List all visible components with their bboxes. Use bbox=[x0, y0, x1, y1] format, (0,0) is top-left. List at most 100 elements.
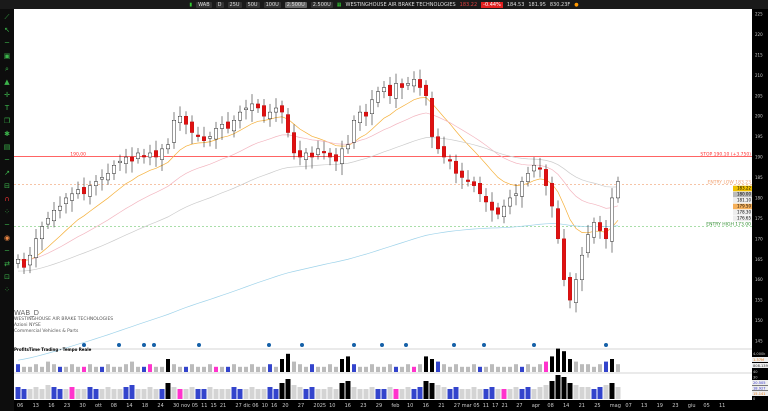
volume-bar bbox=[106, 364, 110, 372]
oscillator-bar bbox=[21, 389, 27, 399]
arrow-icon[interactable]: ↗ bbox=[4, 169, 10, 177]
candle-body bbox=[568, 277, 573, 301]
volume-bar bbox=[346, 356, 350, 372]
candle bbox=[46, 211, 51, 230]
gear-icon[interactable]: ✱ bbox=[4, 130, 10, 138]
candle-body bbox=[280, 105, 285, 113]
volume-bar bbox=[100, 366, 104, 372]
size-button-0[interactable]: 25U bbox=[227, 1, 242, 8]
oscillator-bar bbox=[465, 389, 471, 399]
oscillator-bar bbox=[357, 389, 363, 399]
signal-marker bbox=[82, 343, 86, 347]
copy-icon[interactable]: ❐ bbox=[3, 117, 11, 125]
size-button-1[interactable]: 50U bbox=[245, 1, 260, 8]
candle bbox=[526, 166, 531, 187]
price-tick: 200 bbox=[755, 114, 763, 119]
trash-icon[interactable]: ▤ bbox=[3, 143, 11, 151]
candle bbox=[58, 196, 63, 219]
volume-bar bbox=[508, 366, 512, 372]
cursor-icon[interactable]: ↖ bbox=[4, 26, 10, 34]
candle-body bbox=[412, 79, 417, 87]
oscillator-bar bbox=[219, 389, 225, 399]
nodes-icon[interactable]: ⁘ bbox=[4, 208, 10, 216]
price-tick: 225 bbox=[755, 12, 763, 17]
candle bbox=[550, 176, 555, 218]
price-tick: 210 bbox=[755, 73, 763, 78]
line-icon[interactable]: ─ bbox=[4, 156, 10, 164]
time-axis[interactable]: 06 13 16 23 30 ott 08 14 18 24 30 nov 05 11 15 21 27 d… bbox=[14, 400, 768, 411]
volume-bar bbox=[274, 366, 278, 372]
candle-body bbox=[147, 152, 152, 158]
volume-bar bbox=[442, 364, 446, 372]
volume-bar bbox=[556, 348, 560, 372]
timeframe-select[interactable]: D bbox=[215, 1, 224, 8]
magnet-icon[interactable]: ∩ bbox=[4, 195, 10, 203]
date-label: 21 bbox=[438, 403, 445, 409]
date-label: 27 bbox=[297, 403, 305, 409]
low-value: 181.95 bbox=[528, 1, 546, 8]
oscillator-bar bbox=[531, 389, 537, 399]
date-label: 30 nov 05 bbox=[173, 403, 199, 409]
bell-icon[interactable]: ▲ bbox=[4, 78, 10, 86]
zoom-icon[interactable]: ⌕ bbox=[5, 65, 9, 73]
oscillator-bar bbox=[375, 389, 381, 399]
oscillator-bar bbox=[489, 387, 495, 399]
candle bbox=[93, 175, 98, 196]
palette-icon[interactable]: ◉ bbox=[3, 234, 11, 242]
candle-body bbox=[219, 124, 224, 129]
symbol-select[interactable]: WAB bbox=[196, 1, 212, 8]
oscillator-bar bbox=[183, 389, 189, 399]
oscillator-bar bbox=[363, 389, 369, 399]
candle-body bbox=[123, 156, 128, 164]
briefcase-icon[interactable]: ▣ bbox=[3, 52, 11, 60]
size-select[interactable]: 2.500U bbox=[310, 1, 333, 8]
arrows-icon[interactable]: ⇄ bbox=[4, 260, 10, 268]
volume-bar bbox=[136, 366, 140, 372]
date-label: 29 bbox=[375, 403, 383, 409]
text-icon[interactable]: T bbox=[4, 104, 10, 112]
oscillator-bar bbox=[201, 389, 207, 399]
line-icon[interactable]: ─ bbox=[4, 39, 10, 47]
signal-marker bbox=[152, 343, 156, 347]
price-axis[interactable]: 225 220 215 210 205 200 195 190 185 180 175 170 165 1… bbox=[752, 9, 768, 401]
volume-bar bbox=[76, 366, 80, 372]
candle-body bbox=[64, 197, 69, 204]
volume-bar bbox=[226, 366, 230, 372]
candle-body bbox=[376, 91, 381, 103]
signal-marker bbox=[267, 343, 271, 347]
nodes-icon[interactable]: ⁘ bbox=[4, 286, 10, 294]
line-icon[interactable]: ─ bbox=[4, 247, 10, 255]
volume-bar bbox=[430, 359, 434, 372]
date-label: 25 bbox=[594, 403, 601, 409]
date-label: 27 dic 06 bbox=[235, 403, 259, 409]
volume-bar bbox=[70, 364, 74, 372]
candle-body bbox=[346, 144, 351, 150]
candle-body bbox=[255, 103, 260, 109]
candle bbox=[502, 199, 507, 224]
price-chart[interactable]: 190,00 STOP 190.10 (+3.750) ENTRY LOW 183.… bbox=[14, 9, 752, 400]
volume-bar bbox=[532, 366, 536, 372]
candle bbox=[466, 170, 471, 187]
trend-line-icon[interactable]: ⟋ bbox=[4, 13, 10, 21]
volume-bar bbox=[616, 364, 620, 372]
size-button-3[interactable]: 2.500U bbox=[284, 1, 307, 8]
size-button-2[interactable]: 100U bbox=[263, 1, 281, 8]
layout-icon[interactable]: ▦ bbox=[336, 1, 342, 8]
volume-bar bbox=[562, 351, 566, 372]
candle bbox=[21, 252, 26, 274]
candle bbox=[532, 157, 537, 178]
ruler-icon[interactable]: ⊟ bbox=[4, 182, 10, 190]
oscillator-bar bbox=[189, 387, 195, 399]
volume-bar bbox=[16, 364, 20, 372]
status-dot-icon: ● bbox=[574, 1, 579, 8]
candle bbox=[580, 246, 585, 292]
measure-icon[interactable]: ⊡ bbox=[4, 273, 10, 281]
crosshair-icon[interactable]: ✛ bbox=[4, 91, 10, 99]
line-icon[interactable]: ─ bbox=[4, 221, 10, 229]
date-label: feb bbox=[391, 403, 400, 409]
date-label: 23 bbox=[63, 403, 71, 409]
oscillator-bar bbox=[147, 387, 153, 399]
oscillator-bar bbox=[603, 385, 609, 399]
chart-area[interactable]: 190,00 STOP 190.10 (+3.750) ENTRY LOW 183.… bbox=[14, 9, 752, 400]
candle bbox=[153, 140, 158, 167]
